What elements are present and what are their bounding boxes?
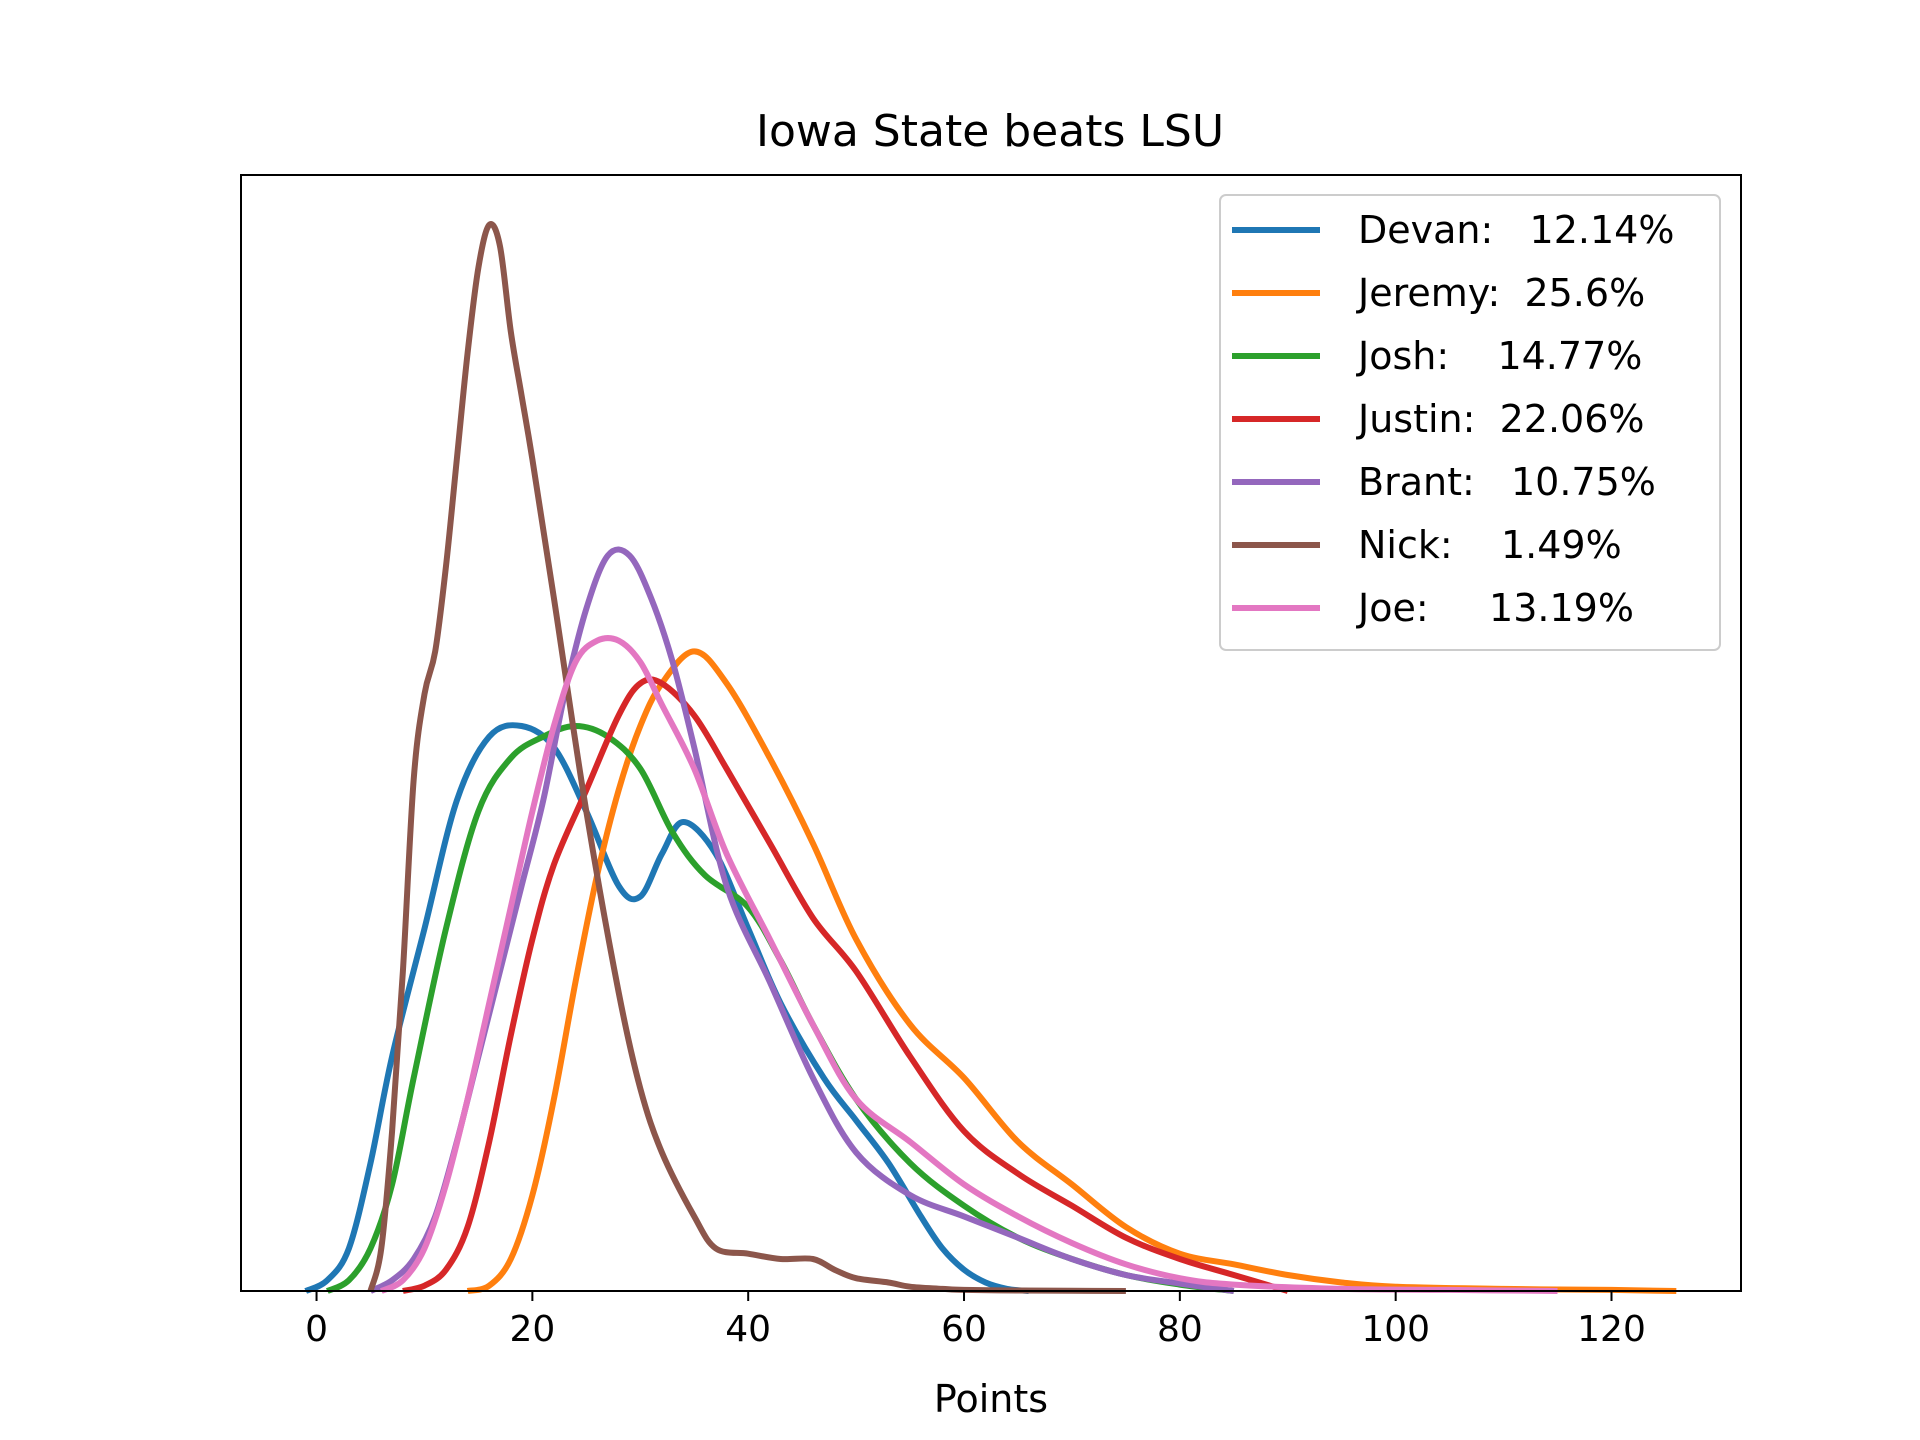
x-tick-label-1: 20: [509, 1309, 555, 1350]
x-axis: 0 20 40 60 80 100 120: [305, 1291, 1646, 1350]
x-tick-label-0: 0: [305, 1309, 328, 1350]
series-line-6: [379, 635, 1558, 1294]
x-tick-label-6: 120: [1577, 1309, 1646, 1350]
legend-label-0: Devan: 12.14%: [1358, 208, 1674, 252]
plot-frame: [240, 174, 1742, 1292]
legend-label-2: Josh: 14.77%: [1356, 334, 1642, 378]
legend-label-6: Joe: 13.19%: [1356, 586, 1634, 630]
chart-title: Iowa State beats LSU: [756, 106, 1224, 157]
series-line-5: [367, 221, 1126, 1294]
legend-label-5: Nick: 1.49%: [1358, 523, 1622, 567]
series-line-0: [304, 722, 1030, 1294]
legend: Devan: 12.14% Jeremy: 25.6% Josh: 14.77% Ju…: [1219, 194, 1721, 651]
legend-box: [1219, 194, 1721, 651]
legend-label-3: Justin: 22.06%: [1356, 397, 1644, 441]
series-layer: [304, 221, 1677, 1294]
x-tick-label-4: 80: [1157, 1309, 1203, 1350]
x-tick-label-2: 40: [725, 1309, 771, 1350]
series-line-1: [466, 648, 1677, 1294]
legend-label-4: Brant: 10.75%: [1358, 460, 1656, 504]
x-tick-label-3: 60: [941, 1309, 987, 1350]
legend-label-1: Jeremy: 25.6%: [1356, 271, 1645, 315]
x-tick-label-5: 100: [1361, 1309, 1430, 1350]
series-line-3: [402, 676, 1289, 1294]
x-axis-label: Points: [934, 1377, 1048, 1421]
